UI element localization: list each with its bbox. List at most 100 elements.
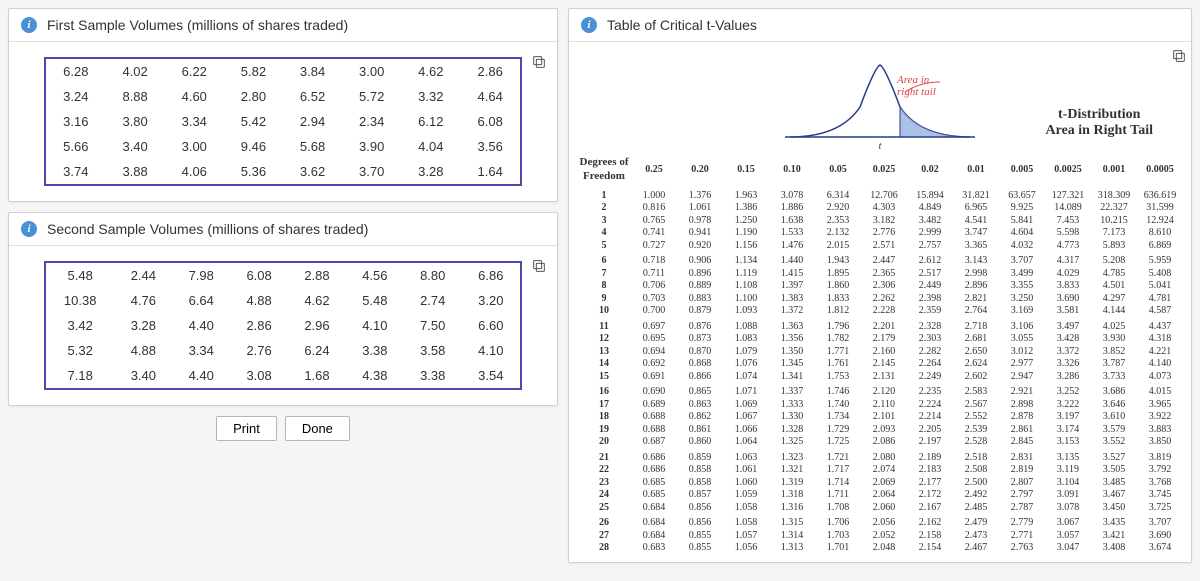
t-value-cell: 2.612 <box>907 252 953 268</box>
t-value-cell: 3.552 <box>1091 436 1137 449</box>
t-value-cell: 0.816 <box>631 202 677 215</box>
table-cell: 5.36 <box>224 159 283 185</box>
t-value-cell: 1.796 <box>815 318 861 334</box>
t-value-cell: 1.321 <box>769 464 815 477</box>
t-value-cell: 4.073 <box>1137 371 1183 384</box>
table-row: 250.6840.8561.0581.3161.7082.0602.1672.4… <box>577 502 1183 515</box>
t-value-cell: 3.119 <box>1045 464 1091 477</box>
t-value-cell: 636.619 <box>1137 187 1183 203</box>
t-value-cell: 2.921 <box>999 383 1045 399</box>
t-value-cell: 2.197 <box>907 436 953 449</box>
t-value-cell: 4.029 <box>1045 268 1091 281</box>
df-cell: 3 <box>577 215 631 228</box>
t-value-cell: 6.314 <box>815 187 861 203</box>
df-cell: 5 <box>577 240 631 253</box>
table-cell: 6.60 <box>462 313 521 338</box>
t-value-cell: 3.372 <box>1045 346 1091 359</box>
table-row: 7.183.404.403.081.684.383.383.54 <box>45 363 521 389</box>
t-value-cell: 1.190 <box>723 227 769 240</box>
t-value-cell: 4.032 <box>999 240 1045 253</box>
df-cell: 16 <box>577 383 631 399</box>
t-value-cell: 3.499 <box>999 268 1045 281</box>
t-value-cell: 3.078 <box>1045 502 1091 515</box>
df-cell: 26 <box>577 514 631 530</box>
t-value-cell: 1.059 <box>723 489 769 502</box>
t-value-cell: 9.925 <box>999 202 1045 215</box>
table-cell: 2.76 <box>230 338 288 363</box>
info-icon: i <box>581 17 597 33</box>
df-cell: 7 <box>577 268 631 281</box>
df-cell: 19 <box>577 424 631 437</box>
t-value-cell: 0.691 <box>631 371 677 384</box>
table-row: 230.6850.8581.0601.3191.7142.0692.1772.5… <box>577 477 1183 490</box>
t-value-cell: 1.325 <box>769 436 815 449</box>
table-cell: 10.38 <box>45 288 114 313</box>
t-value-cell: 3.527 <box>1091 449 1137 465</box>
t-value-cell: 2.015 <box>815 240 861 253</box>
t-value-cell: 3.482 <box>907 215 953 228</box>
table-cell: 3.42 <box>45 313 114 338</box>
copy-icon[interactable] <box>531 258 547 274</box>
table-cell: 1.64 <box>460 159 521 185</box>
table-cell: 4.38 <box>346 363 404 389</box>
first-sample-table: 6.284.026.225.823.843.004.622.863.248.88… <box>44 57 522 186</box>
t-value-cell: 12.706 <box>861 187 907 203</box>
table-row: 210.6860.8591.0631.3231.7212.0802.1892.5… <box>577 449 1183 465</box>
t-value-cell: 3.153 <box>1045 436 1091 449</box>
t-value-cell: 1.753 <box>815 371 861 384</box>
table-row: 11.0001.3761.9633.0786.31412.70615.89431… <box>577 187 1183 203</box>
t-value-cell: 3.286 <box>1045 371 1091 384</box>
table-cell: 3.38 <box>346 338 404 363</box>
t-value-cell: 3.197 <box>1045 411 1091 424</box>
distribution-title: t-Distribution Area in Right Tail <box>1046 107 1154 139</box>
panel-title: First Sample Volumes (millions of shares… <box>47 17 348 33</box>
t-value-cell: 1.717 <box>815 464 861 477</box>
t-value-cell: 2.145 <box>861 358 907 371</box>
t-value-cell: 2.306 <box>861 280 907 293</box>
t-value-cell: 0.694 <box>631 346 677 359</box>
t-value-cell: 0.870 <box>677 346 723 359</box>
t-value-cell: 1.076 <box>723 358 769 371</box>
df-cell: 15 <box>577 371 631 384</box>
t-value-cell: 2.064 <box>861 489 907 502</box>
table-cell: 2.44 <box>114 262 172 288</box>
t-value-cell: 3.883 <box>1137 424 1183 437</box>
t-value-cell: 2.235 <box>907 383 953 399</box>
print-button[interactable]: Print <box>216 416 277 441</box>
table-cell: 2.80 <box>224 84 283 109</box>
t-value-cell: 3.365 <box>953 240 999 253</box>
t-value-cell: 2.467 <box>953 542 999 555</box>
t-value-cell: 2.898 <box>999 399 1045 412</box>
t-value-cell: 2.262 <box>861 293 907 306</box>
table-cell: 4.10 <box>462 338 521 363</box>
t-value-cell: 1.886 <box>769 202 815 215</box>
t-value-cell: 2.757 <box>907 240 953 253</box>
df-header: Degrees ofFreedom <box>577 156 631 187</box>
table-cell: 3.56 <box>460 134 521 159</box>
t-value-cell: 1.088 <box>723 318 769 334</box>
df-cell: 18 <box>577 411 631 424</box>
alpha-header: 0.025 <box>861 156 907 187</box>
t-value-cell: 1.725 <box>815 436 861 449</box>
table-cell: 3.40 <box>106 134 165 159</box>
t-value-cell: 0.879 <box>677 305 723 318</box>
t-value-cell: 1.083 <box>723 333 769 346</box>
done-button[interactable]: Done <box>285 416 350 441</box>
t-value-cell: 0.876 <box>677 318 723 334</box>
panel-header: i First Sample Volumes (millions of shar… <box>9 9 557 42</box>
t-value-cell: 4.437 <box>1137 318 1183 334</box>
t-value-cell: 127.321 <box>1045 187 1091 203</box>
t-value-cell: 0.765 <box>631 215 677 228</box>
t-value-cell: 4.587 <box>1137 305 1183 318</box>
t-value-cell: 1.714 <box>815 477 861 490</box>
t-value-cell: 1.761 <box>815 358 861 371</box>
panel-header: i Second Sample Volumes (millions of sha… <box>9 213 557 246</box>
t-value-cell: 2.282 <box>907 346 953 359</box>
t-value-cell: 1.319 <box>769 477 815 490</box>
copy-icon[interactable] <box>531 54 547 70</box>
t-value-cell: 3.922 <box>1137 411 1183 424</box>
t-value-cell: 3.326 <box>1045 358 1091 371</box>
t-value-cell: 1.071 <box>723 383 769 399</box>
t-value-cell: 31.821 <box>953 187 999 203</box>
table-row: 280.6830.8551.0561.3131.7012.0482.1542.4… <box>577 542 1183 555</box>
